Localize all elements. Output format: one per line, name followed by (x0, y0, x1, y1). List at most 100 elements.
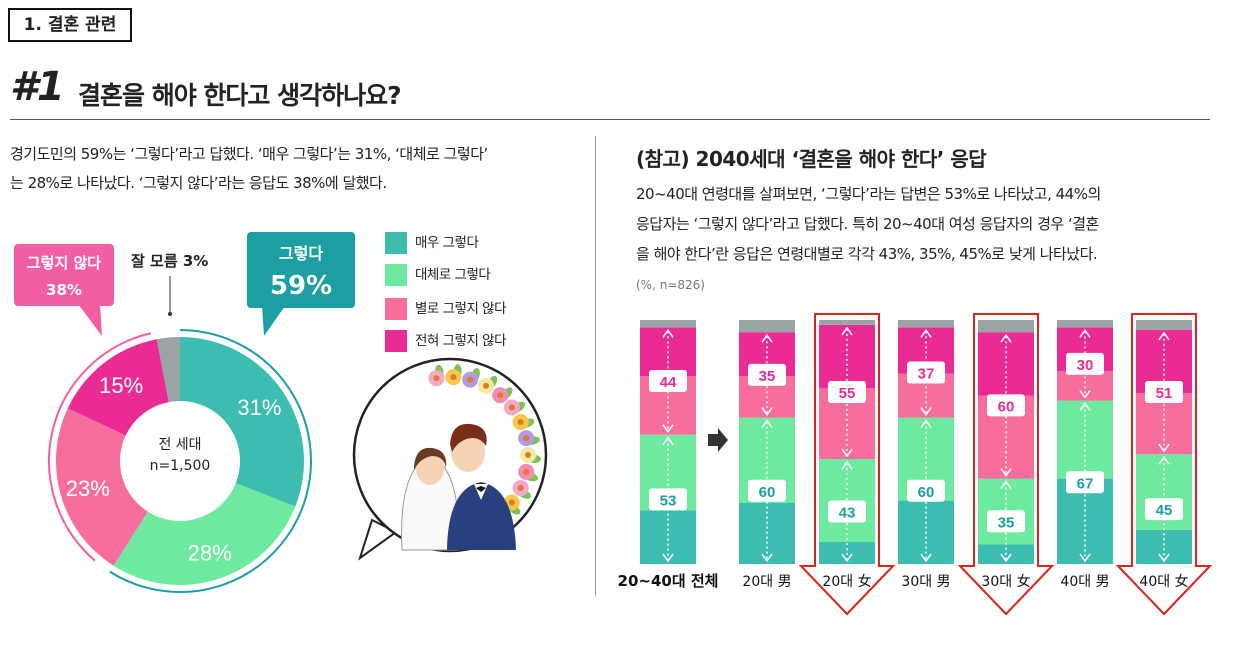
no-total-label: 55 (839, 385, 856, 402)
callout-no-value: 38% (46, 281, 82, 299)
category-label: 20대 男 (742, 574, 791, 590)
bar-group: 55 43 (819, 320, 875, 564)
no-total-label: 35 (759, 368, 776, 385)
header-divider (10, 119, 1210, 120)
yes-total-label: 35 (998, 514, 1015, 531)
bar-seg-dont-know (978, 320, 1034, 333)
callout-yes-value: 59% (270, 271, 332, 301)
no-total-box (748, 363, 786, 386)
yes-total-box (828, 500, 866, 523)
yes-total-label: 45 (1156, 502, 1173, 519)
summary-line: 는 28%로 나타났다. ‘그렇지 않다’라는 응답도 38%에 달했다. (10, 174, 387, 192)
legend-swatch (385, 264, 407, 286)
legend-item-very-yes: 매우 그렇다 (385, 232, 479, 254)
donut-slice-not-at-all (67, 339, 169, 436)
legend-label: 매우 그렇다 (415, 235, 479, 251)
bar-group: 44 53 (640, 320, 696, 564)
bar-group: 37 60 (898, 320, 954, 564)
legend-label: 전혀 그렇지 않다 (415, 333, 507, 349)
question-title: 결혼을 해야 한다고 생각하나요? (78, 81, 402, 110)
bar-seg-mostly-no (1057, 371, 1113, 401)
bar-group: 30 67 (1057, 320, 1113, 564)
legend-label: 대체로 그렇다 (415, 267, 491, 283)
donut-slice-mostly-no (56, 408, 148, 566)
bar-seg-dont-know (898, 320, 954, 328)
bar-group: 51 45 (1136, 320, 1192, 564)
unit-note: (%, n=826) (636, 278, 705, 292)
reference-text: 20~40대 연령대를 살펴보면, ‘그렇다’라는 답변은 53%로 나타났고,… (636, 179, 1211, 269)
yes-total-label: 60 (759, 484, 776, 501)
yes-bracket-arc (109, 329, 312, 593)
category-label: 20~40대 전체 (618, 572, 719, 590)
bar-seg-dont-know (1057, 320, 1113, 328)
column-divider (595, 136, 596, 596)
yes-total-box (1066, 471, 1104, 494)
stacked-bar-chart: 44 53 20~40대 전체 35 60 20대 男 55 43 20대 女 37 60 30대 男… (618, 313, 1213, 616)
legend-item-mostly-yes: 대체로 그렇다 (385, 264, 491, 286)
donut-value-label: 28% (188, 540, 232, 565)
no-total-box (1145, 380, 1183, 403)
yes-total-box (907, 479, 945, 502)
wedding-illustration (352, 357, 548, 561)
dont-know-label: 잘 모름 3% (131, 252, 208, 270)
no-total-box (828, 380, 866, 403)
no-total-label: 30 (1077, 357, 1094, 374)
bar-group: 35 60 (739, 320, 795, 564)
category-label: 30대 女 (981, 573, 1030, 590)
donut-slice-mostly-yes (113, 483, 296, 585)
callout-no-label: 그렇지 않다 (27, 254, 101, 272)
no-total-label: 60 (998, 398, 1015, 415)
reference-title: (참고) 2040세대 ‘결혼을 해야 한다’ 응답 (636, 147, 987, 171)
reference-line: 20~40대 연령대를 살펴보면, ‘그렇다’라는 답변은 53%로 나타났고,… (636, 185, 1101, 203)
no-total-box (907, 361, 945, 384)
bar-seg-dont-know (1136, 320, 1192, 330)
no-total-label: 51 (1156, 385, 1173, 402)
category-label: 40대 男 (1060, 574, 1109, 590)
yes-total-label: 60 (918, 484, 935, 501)
no-total-label: 44 (660, 374, 677, 391)
donut-value-label: 23% (66, 476, 110, 501)
no-total-box (987, 394, 1025, 417)
no-total-box (649, 370, 687, 392)
yes-total-label: 43 (839, 505, 856, 522)
yes-total-label: 53 (660, 492, 677, 509)
callout-yes-label: 그렇다 (279, 244, 323, 263)
no-total-box (1066, 352, 1104, 375)
question-number: #1 (10, 64, 65, 110)
donut-value-label: 31% (237, 395, 281, 420)
category-label: 40대 女 (1139, 573, 1188, 590)
yes-total-box (1145, 498, 1183, 521)
bar-seg-very-yes (819, 542, 875, 564)
bar-group: 60 35 (978, 320, 1034, 564)
reference-line: 을 해야 한다’란 응답은 연령대별로 각각 43%, 35%, 45%로 낮게… (636, 245, 1098, 263)
donut-center-label: 전 세대 (158, 437, 201, 453)
arrow-right-icon (708, 428, 728, 452)
legend-swatch (385, 330, 407, 352)
yes-total-box (649, 488, 687, 511)
legend-label: 별로 그렇지 않다 (415, 301, 507, 317)
reference-line: 응답자는 ‘그렇지 않다’라고 답했다. 특히 20~40대 여성 응답자의 경… (636, 215, 1099, 233)
section-tag: 1. 결혼 관련 (8, 8, 132, 42)
summary-line: 경기도민의 59%는 ‘그렇다’라고 답했다. ‘매우 그렇다’는 31%, ‘… (10, 145, 488, 163)
yes-total-box (748, 479, 786, 502)
bar-seg-very-yes (640, 510, 696, 564)
donut-value-label: 15% (99, 373, 143, 398)
legend-swatch (385, 298, 407, 320)
bar-seg-dont-know (640, 320, 696, 328)
no-total-label: 37 (918, 365, 935, 382)
category-label: 20대 女 (822, 573, 871, 590)
donut-center-n: n=1,500 (150, 458, 211, 474)
dont-know-dot (168, 312, 172, 316)
legend-item-not-at-all: 전혀 그렇지 않다 (385, 330, 507, 352)
yes-total-box (987, 510, 1025, 533)
donut-value-labels: 31% 28% 23% 15% (66, 373, 282, 565)
no-bracket-arc (48, 332, 152, 562)
legend-item-mostly-no: 별로 그렇지 않다 (385, 298, 507, 320)
bar-seg-dont-know (739, 320, 795, 333)
left-summary: 경기도민의 59%는 ‘그렇다’라고 답했다. ‘매우 그렇다’는 31%, ‘… (10, 140, 590, 198)
donut-slice-dont-know (156, 337, 180, 403)
yes-total-label: 67 (1077, 475, 1094, 492)
callout-no: 그렇지 않다 38% (14, 244, 114, 336)
legend-swatch (385, 232, 407, 254)
donut-slice-very-yes (180, 337, 305, 507)
